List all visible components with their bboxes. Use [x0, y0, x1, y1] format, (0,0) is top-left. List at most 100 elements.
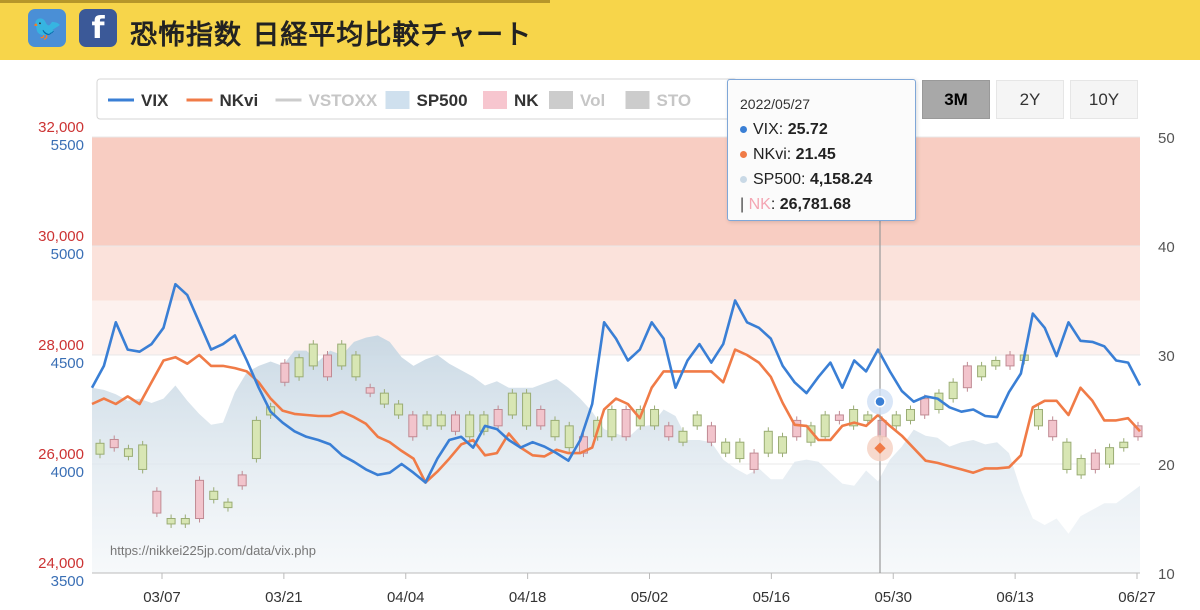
- nk-candle: [678, 430, 688, 443]
- page-title: 恐怖指数 日経平均比較チャート: [130, 20, 533, 51]
- nk-candle: [95, 442, 105, 455]
- nk-candle: [308, 343, 318, 367]
- tooltip-row-vix: VIX: 25.72: [740, 121, 828, 139]
- tooltip-date: 2022/05/27: [740, 96, 811, 112]
- nk-axis-tick: 28,000: [38, 337, 84, 354]
- nk-candle: [223, 501, 233, 509]
- tooltip-dot-vix: [740, 126, 747, 134]
- x-axis-label: 06/27: [1118, 589, 1156, 606]
- risk-band-1: [92, 246, 1140, 301]
- tooltip-value-nkvi: 21.45: [795, 146, 836, 163]
- nk-candle: [209, 490, 219, 500]
- nk-candle: [138, 444, 148, 470]
- x-axis-label: 05/30: [874, 589, 912, 606]
- legend-label: Vol: [580, 91, 605, 110]
- nk-candle: [1119, 441, 1129, 449]
- sp-axis-tick: 4500: [51, 355, 84, 372]
- nk-candle: [650, 409, 660, 427]
- legend-label: NK: [514, 91, 539, 110]
- nk-axis-tick: 26,000: [38, 446, 84, 463]
- nk-candle: [294, 357, 304, 378]
- tooltip-row-sp500: SP500: 4,158.24: [740, 171, 872, 189]
- range-10y-button[interactable]: 10Y: [1070, 80, 1138, 119]
- x-axis-label: 03/21: [265, 589, 303, 606]
- nk-candle: [237, 474, 247, 487]
- nk-candle: [251, 419, 261, 460]
- nk-candle: [1048, 419, 1058, 438]
- tooltip-dot-nkvi: [740, 151, 747, 159]
- nk-candle: [664, 425, 674, 438]
- nk-candle: [123, 448, 133, 457]
- legend-box-swatch: [385, 91, 410, 109]
- nk-candle: [792, 419, 802, 438]
- nk-candle: [351, 354, 361, 378]
- nk-candles: [95, 340, 1143, 528]
- nk-candle: [436, 414, 446, 427]
- legend-box-swatch: [549, 91, 573, 109]
- x-axis-label: 06/13: [996, 589, 1034, 606]
- nkvi-marker: [874, 442, 886, 454]
- tooltip-row-nkvi: NKvi: 21.45: [740, 146, 836, 164]
- nk-candle: [323, 354, 333, 378]
- nk-candle: [152, 490, 162, 514]
- range-3m-button[interactable]: 3M: [922, 80, 990, 119]
- nk-candle: [1105, 447, 1115, 465]
- sp-axis-tick: 3500: [51, 573, 84, 590]
- twitter-glyph: 🐦: [32, 14, 62, 42]
- nk-candle: [195, 479, 205, 520]
- tooltip-nk-prefix: |: [740, 196, 745, 213]
- nk-candle: [706, 425, 716, 443]
- nk-candle: [408, 414, 418, 438]
- nk-candle: [891, 414, 901, 427]
- nk-candle: [834, 414, 844, 421]
- nk-candle: [749, 452, 759, 470]
- nk-candle: [1133, 425, 1143, 438]
- nk-candle: [536, 409, 546, 427]
- vol-axis-tick: 50: [1158, 130, 1175, 147]
- nk-axis-tick: 30,000: [38, 228, 84, 245]
- x-axis-label: 05/16: [753, 589, 791, 606]
- header-top-line: [0, 0, 550, 3]
- nk-candle: [479, 414, 489, 432]
- nk-candle: [948, 381, 958, 400]
- sp-axis-tick: 4000: [51, 464, 84, 481]
- nk-candle: [991, 359, 1001, 367]
- vix-marker: [874, 395, 886, 408]
- sp500-area-fill: [92, 335, 1140, 573]
- facebook-icon[interactable]: f: [79, 9, 117, 47]
- vol-axis-tick: 20: [1158, 457, 1175, 474]
- nk-candle: [905, 409, 915, 421]
- header-bar: 🐦 f 恐怖指数 日経平均比較チャート: [0, 0, 1200, 61]
- legend-box-swatch: [483, 91, 507, 109]
- nk-candle: [1076, 458, 1086, 476]
- data-tooltip: 2022/05/27 VIX: 25.72 NKvi: 21.45 SP500:…: [727, 79, 916, 221]
- x-axis-label: 03/07: [143, 589, 181, 606]
- vol-axis-tick: 40: [1158, 239, 1175, 256]
- vix-line: [90, 282, 1142, 484]
- nk-candle: [1090, 452, 1100, 470]
- nk-candle: [721, 441, 731, 454]
- nk-candle: [692, 414, 702, 427]
- nk-candle: [962, 365, 972, 389]
- nk-axis-tick: 24,000: [38, 555, 84, 572]
- tooltip-label-sp500: SP500: [753, 171, 802, 188]
- nkvi-line: [91, 348, 1141, 484]
- series-lines: [90, 282, 1142, 484]
- twitter-icon[interactable]: 🐦: [28, 9, 66, 47]
- range-2y-button[interactable]: 2Y: [996, 80, 1064, 119]
- chart-legend: VIX NKvi VSTOXX SP500 NK Vol STO: [96, 78, 738, 120]
- nk-candle: [578, 436, 588, 454]
- sp-axis-tick: 5000: [51, 246, 84, 263]
- nk-candle: [1005, 354, 1015, 367]
- facebook-glyph: f: [91, 10, 105, 46]
- nk-candle: [522, 392, 532, 427]
- tooltip-row-nk: | NK: 26,781.68: [740, 196, 851, 213]
- hover-marker: [867, 215, 893, 573]
- risk-band-2: [92, 300, 1140, 355]
- nk-candle: [465, 414, 475, 438]
- nk-candle: [849, 409, 859, 427]
- legend-label: VIX: [141, 91, 169, 110]
- tooltip-label-nkvi: NKvi: [753, 146, 787, 163]
- nk-candle: [394, 403, 404, 416]
